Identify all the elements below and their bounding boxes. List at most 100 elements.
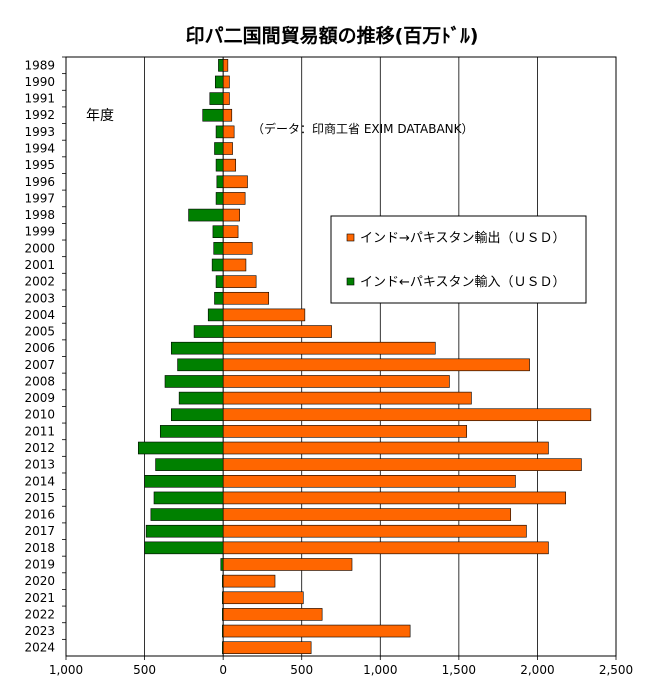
bar-import-1995: [215, 158, 224, 172]
bar-import-1998: [188, 208, 224, 222]
year-label-2011: 2011: [24, 424, 55, 438]
bar-import-2020: [222, 574, 224, 588]
bar-export-2010: [222, 408, 592, 422]
bar-export-2000: [222, 242, 253, 255]
year-label-2010: 2010: [24, 408, 55, 422]
bar-export-2018: [222, 541, 549, 555]
value-tick-labels: 1,000 500 0 500 1,000 1,500 2,000 2,500: [49, 656, 633, 677]
bar-import-2011: [159, 425, 224, 438]
bar-import-2004: [207, 308, 224, 322]
bar-import-2015: [153, 491, 224, 505]
year-label-2014: 2014: [24, 474, 55, 488]
bar-export-1996: [222, 175, 248, 189]
bar-export-2024: [222, 641, 312, 654]
source-annotation: （データ：印商工省 EXIM DATABANK）: [252, 121, 474, 136]
year-label-2005: 2005: [24, 325, 55, 339]
bar-export-2016: [222, 508, 512, 521]
bar-export-2015: [222, 491, 567, 505]
year-label-2009: 2009: [24, 391, 55, 405]
year-label-2016: 2016: [24, 508, 55, 522]
bar-export-2019: [222, 558, 353, 571]
bar-import-1989: [218, 59, 224, 72]
bar-export-1991: [222, 92, 230, 105]
bar-export-2021: [222, 591, 304, 605]
legend-swatch-import: [346, 277, 355, 286]
year-tick-labels: 1989 1990 1991 1992 1993 1994 1995 1996 1997 1998…: [24, 56, 66, 655]
bar-import-1997: [215, 192, 224, 205]
bar-import-2023: [222, 624, 224, 638]
bar-export-1992: [222, 108, 233, 122]
year-label-2024: 2024: [24, 641, 55, 655]
bar-export-2013: [222, 458, 582, 471]
x-tick-label: 1,500: [442, 663, 476, 677]
x-tick-label: 2,500: [599, 663, 633, 677]
bar-export-1989: [222, 59, 229, 72]
chart-title: 印パ二国間貿易額の推移(百万ﾄﾞﾙ): [186, 24, 479, 47]
bar-import-2002: [215, 275, 224, 288]
year-label-1991: 1991: [24, 92, 55, 106]
bar-import-2000: [213, 242, 224, 255]
bar-export-1990: [222, 75, 230, 89]
bar-export-1997: [222, 192, 246, 205]
bar-export-2023: [222, 624, 411, 638]
year-label-2017: 2017: [24, 524, 55, 538]
x-tick-label: 1,000: [49, 663, 83, 677]
year-label-1998: 1998: [24, 208, 55, 222]
year-label-1990: 1990: [24, 75, 55, 89]
x-tick-label: 500: [133, 663, 156, 677]
year-label-2018: 2018: [24, 541, 55, 555]
bar-import-2014: [144, 475, 224, 488]
x-tick-label: 1,000: [363, 663, 397, 677]
year-label-2001: 2001: [24, 258, 55, 272]
bar-import-1994: [214, 142, 224, 155]
year-label-2023: 2023: [24, 624, 55, 638]
legend-label-import: インド←パキスタン輸入（ＵＳＤ）: [360, 275, 566, 290]
bar-export-2003: [222, 291, 270, 305]
bar-import-2007: [177, 358, 224, 372]
bar-import-2012: [137, 441, 224, 455]
bar-export-1994: [222, 142, 233, 155]
x-tick-label: 2,000: [520, 663, 554, 677]
bar-export-2002: [222, 275, 257, 288]
bar-export-1993: [222, 125, 235, 139]
year-label-2008: 2008: [24, 374, 55, 388]
bar-import-2008: [164, 375, 224, 388]
bar-export-2001: [222, 258, 247, 272]
bar-import-2005: [193, 325, 224, 338]
plot-area: [65, 56, 617, 657]
year-label-2002: 2002: [24, 275, 55, 289]
x-tick-label: 500: [290, 663, 313, 677]
bar-import-2021: [222, 591, 224, 605]
gridlines: [144, 57, 538, 656]
year-label-2015: 2015: [24, 491, 55, 505]
bar-import-2010: [170, 408, 224, 422]
bar-export-2007: [222, 358, 530, 372]
bar-export-2008: [222, 375, 450, 388]
bar-export-2005: [222, 325, 332, 338]
bar-export-2004: [222, 308, 306, 322]
bar-import-1992: [202, 108, 224, 122]
legend: インド→パキスタン輸出（ＵＳＤ） インド←パキスタン輸入（ＵＳＤ）: [330, 215, 587, 304]
legend-box: [330, 215, 587, 304]
bar-export-2012: [222, 441, 549, 455]
legend-swatch-export: [346, 233, 355, 242]
year-label-2007: 2007: [24, 358, 55, 372]
bar-import-2016: [150, 508, 224, 521]
bar-import-2006: [170, 341, 224, 355]
x-tick-label: 0: [219, 663, 227, 677]
bar-export-2011: [222, 425, 468, 438]
bar-export-2017: [222, 524, 527, 538]
bar-import-1991: [209, 92, 224, 105]
year-label-2013: 2013: [24, 458, 55, 472]
year-label-1997: 1997: [24, 191, 55, 205]
bar-export-2009: [222, 391, 472, 405]
year-label-1992: 1992: [24, 108, 55, 122]
year-label-2004: 2004: [24, 308, 55, 322]
bar-export-2022: [222, 608, 323, 621]
year-label-2006: 2006: [24, 341, 55, 355]
year-label-2022: 2022: [24, 607, 55, 621]
year-label-1993: 1993: [24, 125, 55, 139]
bar-import-1999: [212, 225, 224, 238]
year-label-2019: 2019: [24, 557, 55, 571]
